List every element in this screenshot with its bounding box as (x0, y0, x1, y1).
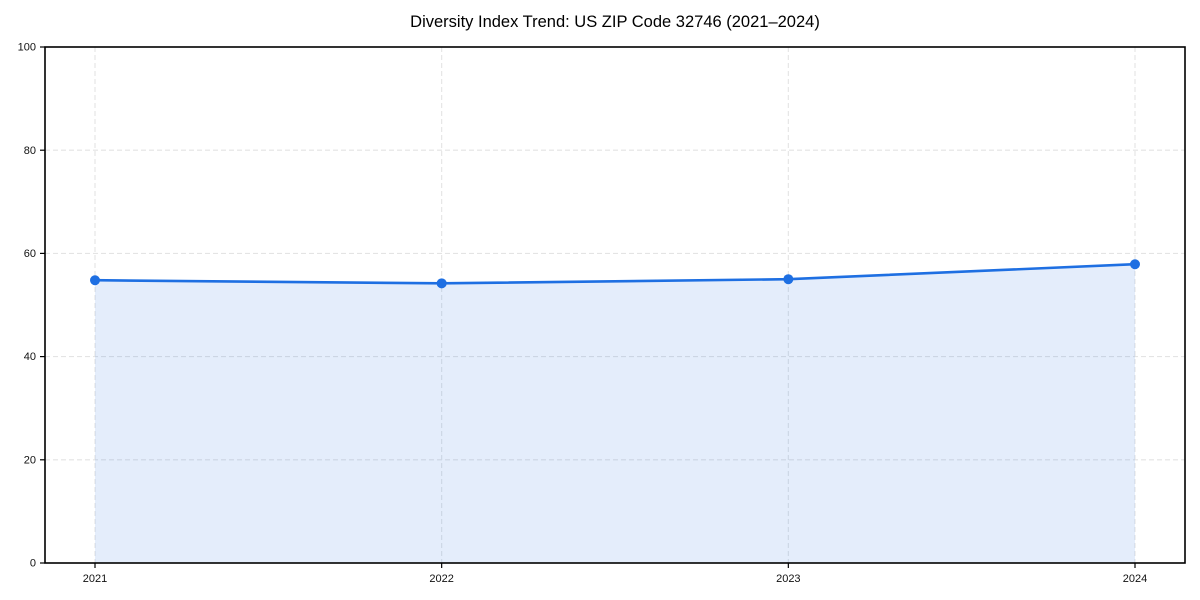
data-point (436, 278, 447, 289)
y-tick-label: 0 (30, 558, 36, 570)
x-tick-label: 2024 (1123, 573, 1147, 585)
x-tick-label: 2021 (83, 573, 107, 585)
data-point (783, 274, 794, 285)
x-tick-label: 2022 (429, 573, 453, 585)
plot-border (44, 46, 1186, 564)
y-tick-label: 40 (24, 351, 36, 363)
area-fill (95, 264, 1135, 563)
data-point (90, 275, 100, 286)
y-tick-label: 60 (24, 248, 36, 260)
chart-title: Diversity Index Trend: US ZIP Code 32746… (410, 13, 820, 31)
x-tick-label: 2023 (776, 573, 800, 585)
y-tick-label: 80 (24, 145, 36, 157)
data-point (1130, 259, 1140, 270)
y-tick-label: 20 (24, 454, 36, 466)
plot-background (45, 47, 1185, 563)
y-tick-label: 100 (18, 42, 36, 54)
trend-line (93, 262, 1137, 285)
